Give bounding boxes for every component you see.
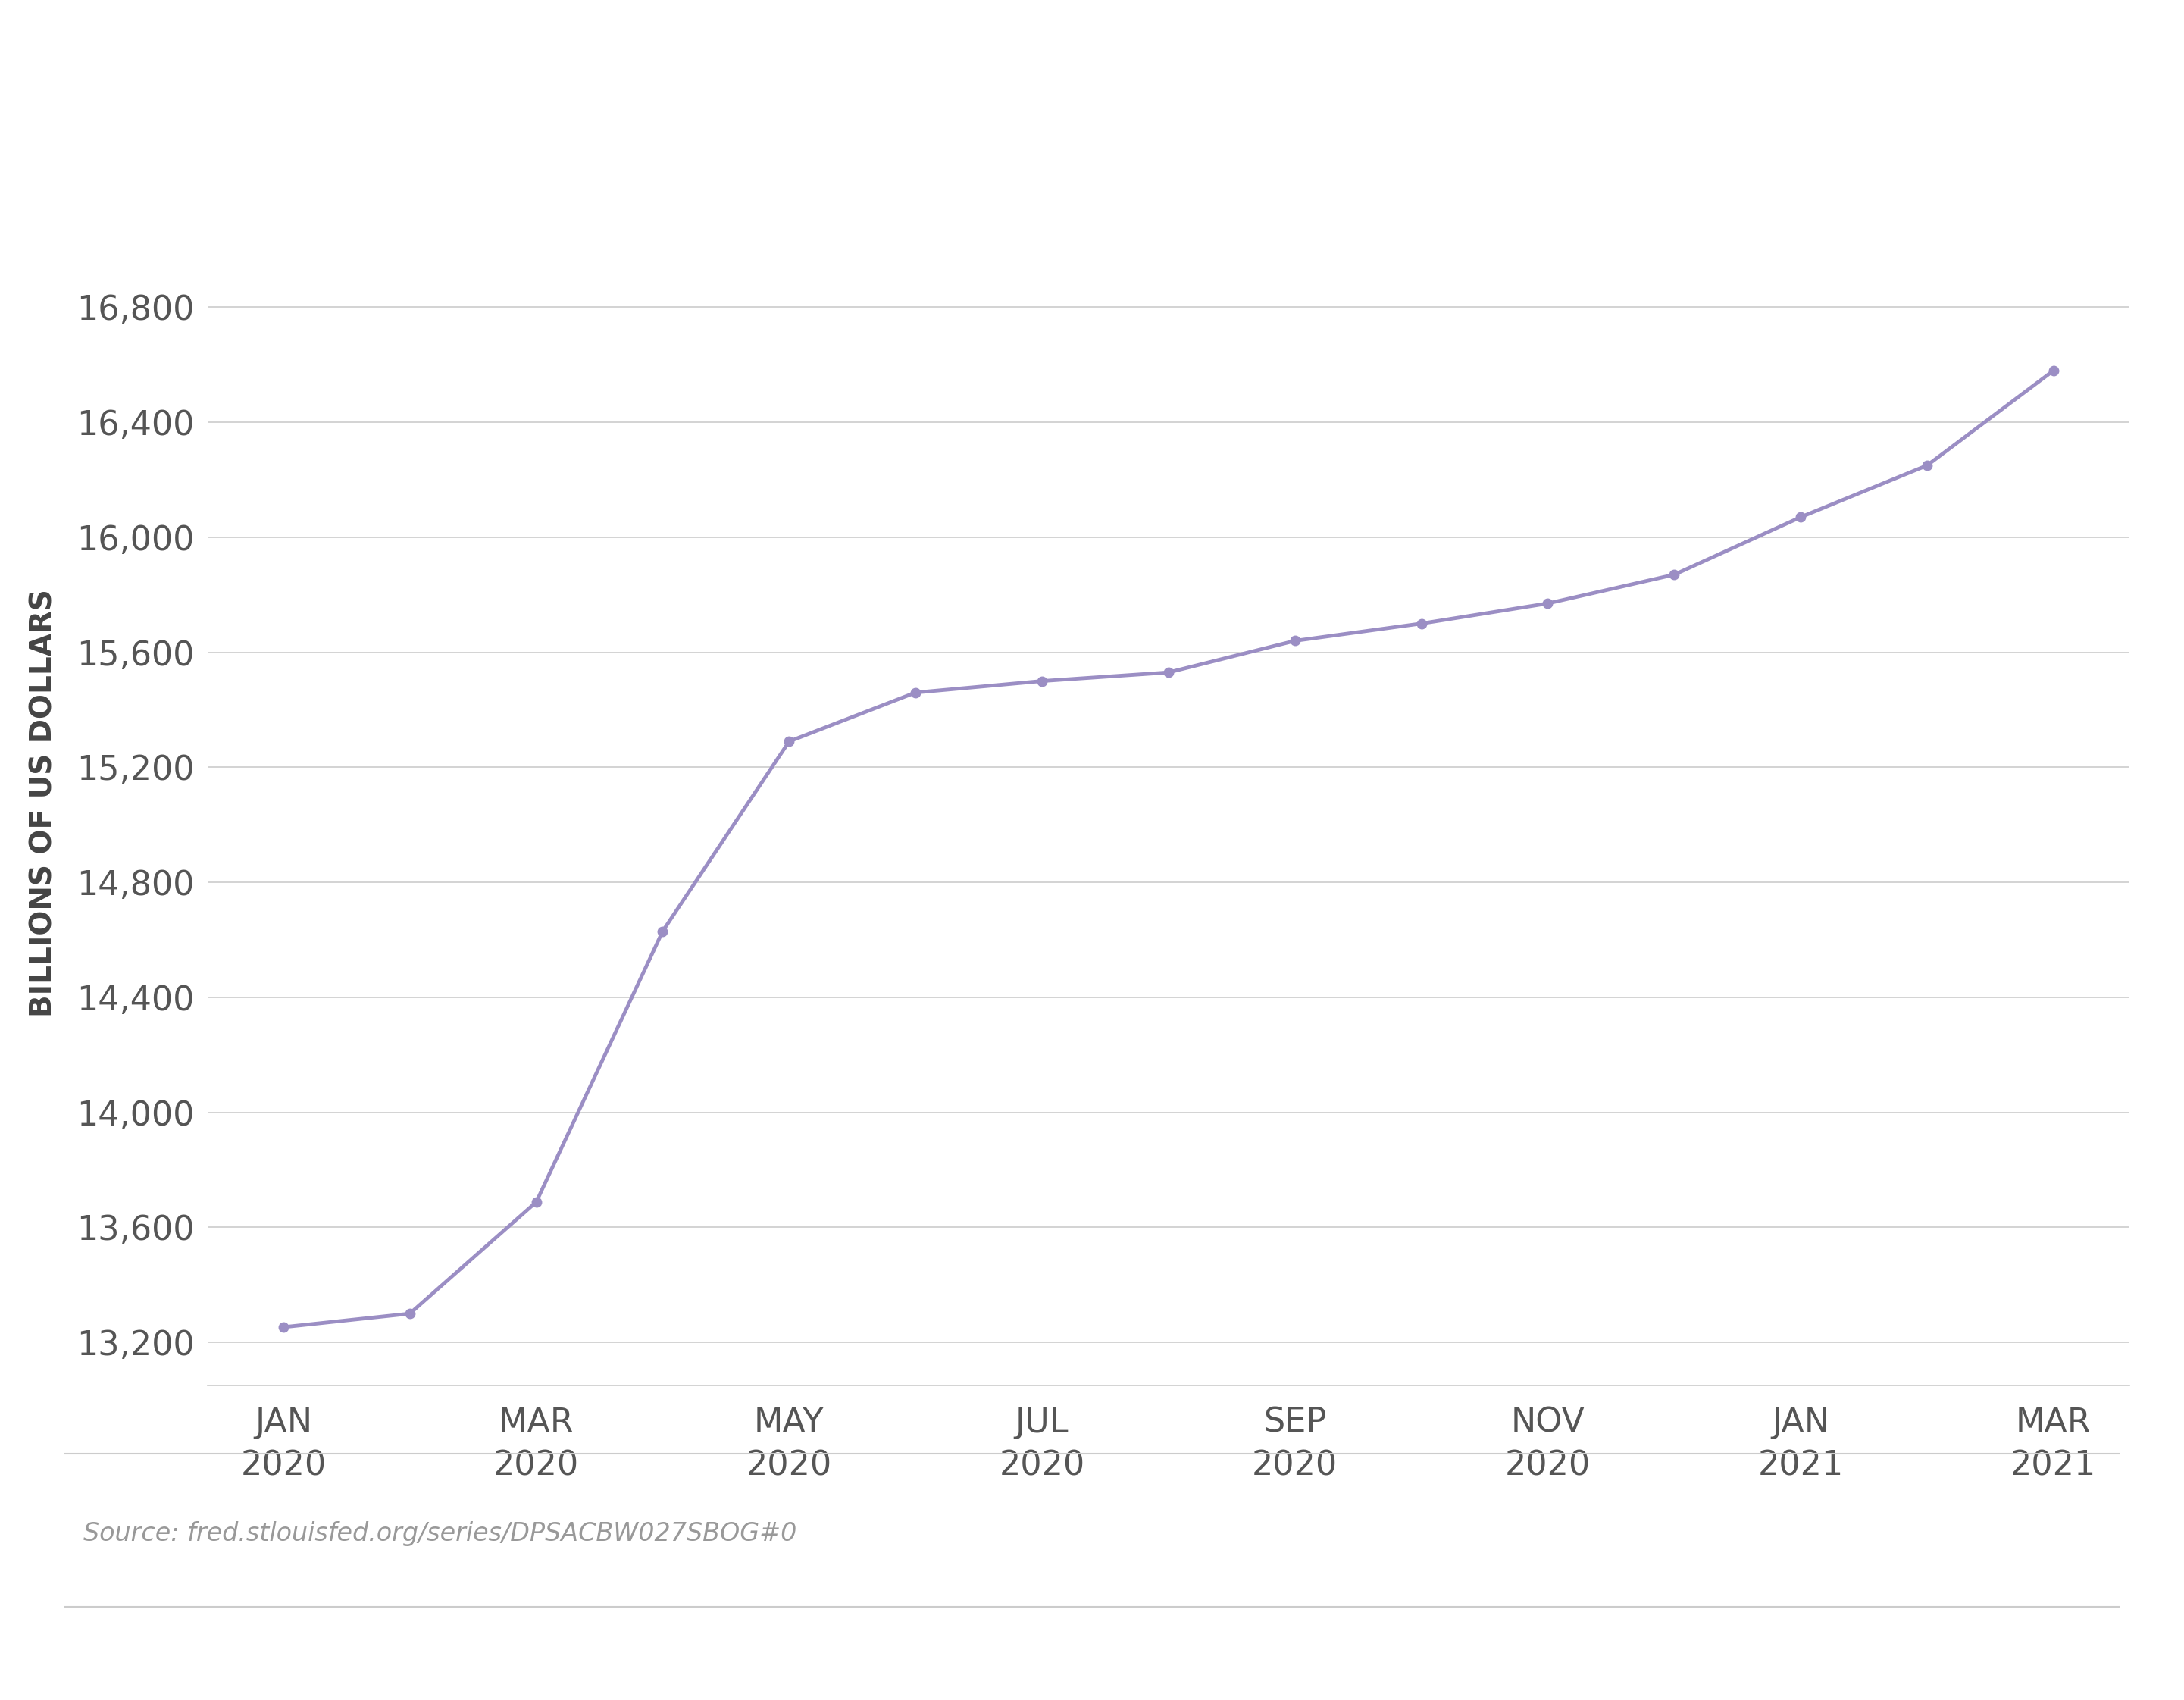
Y-axis label: BILLIONS OF US DOLLARS: BILLIONS OF US DOLLARS	[28, 590, 59, 1017]
Text: Source: fred.stlouisfed.org/series/DPSACBW027SBOG#0: Source: fred.stlouisfed.org/series/DPSAC…	[83, 1522, 797, 1545]
Text: CONSUMER DEPOSITS, ALL COMMERICAL BANKS: CONSUMER DEPOSITS, ALL COMMERICAL BANKS	[61, 66, 1721, 126]
